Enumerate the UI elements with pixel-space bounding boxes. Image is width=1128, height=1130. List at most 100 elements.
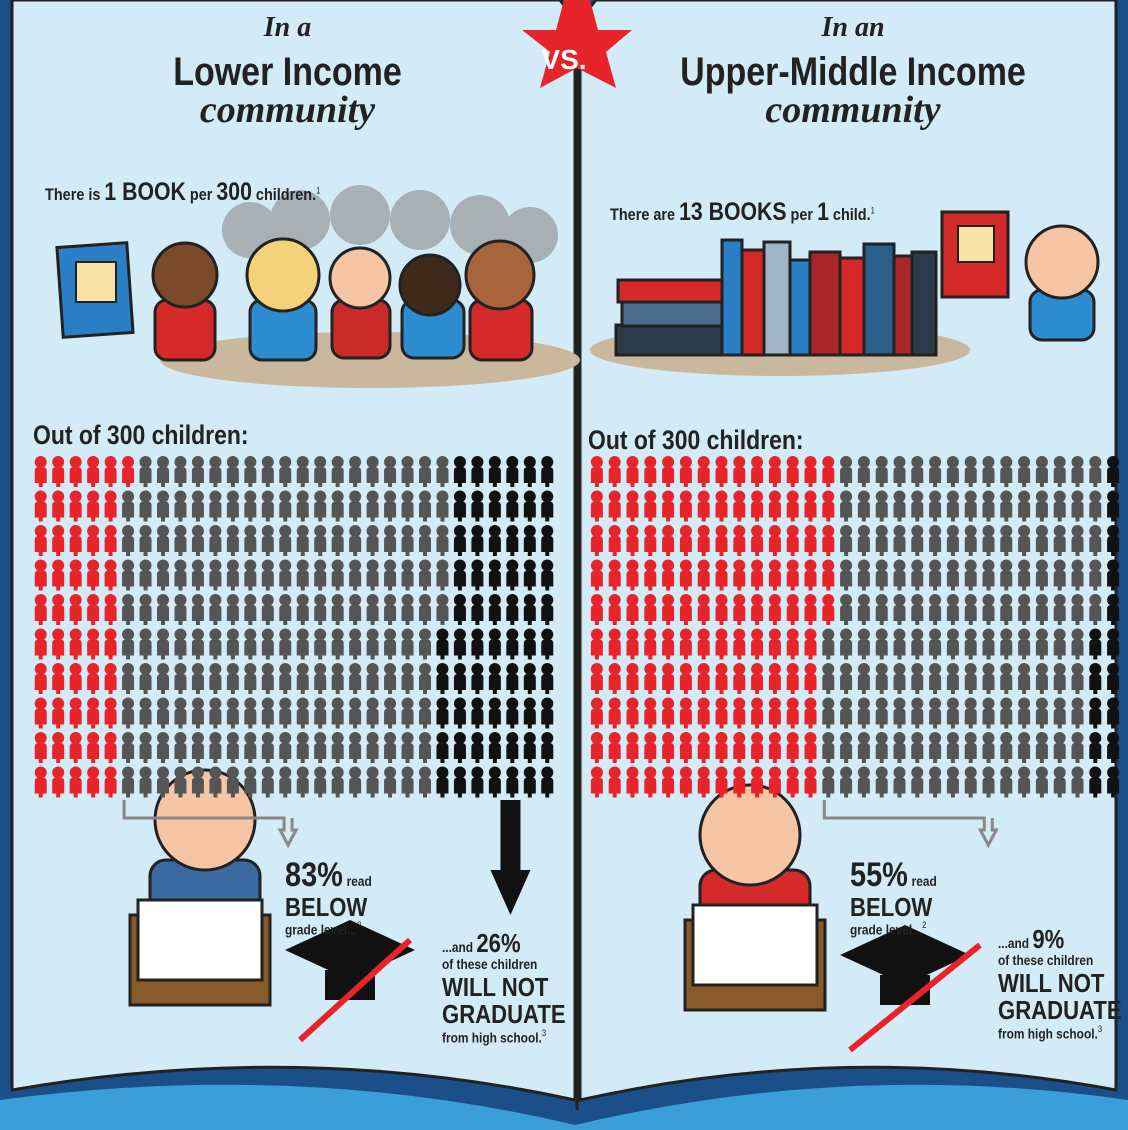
child-icon-head — [87, 594, 99, 606]
child-icon-head — [787, 663, 799, 675]
child-icon-head — [929, 663, 941, 675]
child-icon-head — [87, 698, 99, 710]
child-icon-head — [894, 767, 906, 779]
child-icon-head — [419, 594, 431, 606]
child-icon-head — [716, 560, 728, 572]
text: There is — [45, 185, 104, 204]
child-icon-head — [876, 698, 888, 710]
child-icon-head — [591, 525, 603, 537]
child-icon-head — [489, 491, 501, 503]
child-icon-head — [787, 594, 799, 606]
child-icon-head — [627, 560, 639, 572]
child-icon-head — [70, 767, 82, 779]
child-icon-head — [751, 525, 763, 537]
child-icon-head — [454, 491, 466, 503]
child-icon-head — [402, 732, 414, 744]
child-icon-head — [822, 594, 834, 606]
child-icon-head — [367, 456, 379, 468]
child-icon-head — [157, 732, 169, 744]
child-icon-head — [314, 525, 326, 537]
child-icon-head — [87, 456, 99, 468]
child-icon-head — [454, 594, 466, 606]
books-line: There are 13 BOOKS per 1 child.1 — [610, 198, 875, 227]
child-icon-head — [1054, 663, 1066, 675]
child-icon-head — [1036, 732, 1048, 744]
child-icon-head — [929, 767, 941, 779]
child-icon-head — [822, 732, 834, 744]
child-icon-head — [471, 698, 483, 710]
text: grade level... — [850, 921, 922, 937]
child-icon-head — [87, 663, 99, 675]
child-icon-head — [436, 525, 448, 537]
child-icon-head — [1072, 560, 1084, 572]
child-icon-head — [787, 456, 799, 468]
child-icon-head — [122, 456, 134, 468]
child-icon-head — [1054, 491, 1066, 503]
child-icon-head — [1018, 456, 1030, 468]
child-icon-head — [454, 525, 466, 537]
child-icon-head — [644, 560, 656, 572]
child-icon-head — [279, 663, 291, 675]
child-icon-head — [140, 560, 152, 572]
child-icon-head — [609, 663, 621, 675]
child-icon-head — [591, 560, 603, 572]
child-icon-head — [227, 594, 239, 606]
child-icon-head — [262, 663, 274, 675]
child-icon-head — [262, 698, 274, 710]
child-icon-head — [524, 663, 536, 675]
child-icon-head — [805, 663, 817, 675]
child-icon-head — [332, 629, 344, 641]
child-icon-head — [209, 732, 221, 744]
child-icon-head — [244, 594, 256, 606]
text: per — [186, 185, 217, 204]
child-icon-head — [751, 560, 763, 572]
child-icon-head — [384, 629, 396, 641]
child-icon-head — [1018, 594, 1030, 606]
child-icon-head — [367, 525, 379, 537]
child-icon-head — [1089, 663, 1101, 675]
child-icon-head — [983, 732, 995, 744]
child-icon-head — [947, 560, 959, 572]
child-icon-head — [609, 732, 621, 744]
child-icon-head — [662, 456, 674, 468]
child-icon-head — [1036, 767, 1048, 779]
child-icon-head — [876, 456, 888, 468]
child-icon-head — [227, 698, 239, 710]
child-icon-head — [609, 560, 621, 572]
child-icon-head — [1107, 560, 1119, 572]
child-icon-head — [858, 525, 870, 537]
child-icon-head — [87, 767, 99, 779]
text: ...and — [998, 935, 1032, 951]
child-icon-head — [279, 525, 291, 537]
child-icon-head — [314, 629, 326, 641]
child-icon-head — [297, 767, 309, 779]
child-icon-head — [297, 594, 309, 606]
child-icon-head — [349, 560, 361, 572]
child-icon-head — [1000, 698, 1012, 710]
child-icon-head — [698, 767, 710, 779]
books-line: There is 1 BOOK per 300 children.1 — [45, 178, 320, 207]
child-icon-head — [471, 767, 483, 779]
child-icon-head — [716, 491, 728, 503]
child-icon-head — [227, 560, 239, 572]
child-icon-head — [947, 594, 959, 606]
child-icon-head — [1036, 456, 1048, 468]
child-icon-head — [716, 456, 728, 468]
child-icon-head — [894, 629, 906, 641]
child-icon-head — [402, 767, 414, 779]
child-icon-head — [140, 698, 152, 710]
child-icon-head — [1089, 698, 1101, 710]
child-icon-head — [157, 491, 169, 503]
child-icon-head — [244, 732, 256, 744]
child-icon-head — [1054, 560, 1066, 572]
text: of these children — [442, 956, 537, 972]
child-icon-head — [52, 594, 64, 606]
stat-below: 55% readBELOWgrade level...2 — [850, 858, 937, 939]
child-icon-head — [209, 629, 221, 641]
child-icon-head — [733, 732, 745, 744]
child-icon-head — [122, 732, 134, 744]
child-icon-head — [840, 629, 852, 641]
child-icon-head — [105, 663, 117, 675]
child-icon-head — [244, 698, 256, 710]
